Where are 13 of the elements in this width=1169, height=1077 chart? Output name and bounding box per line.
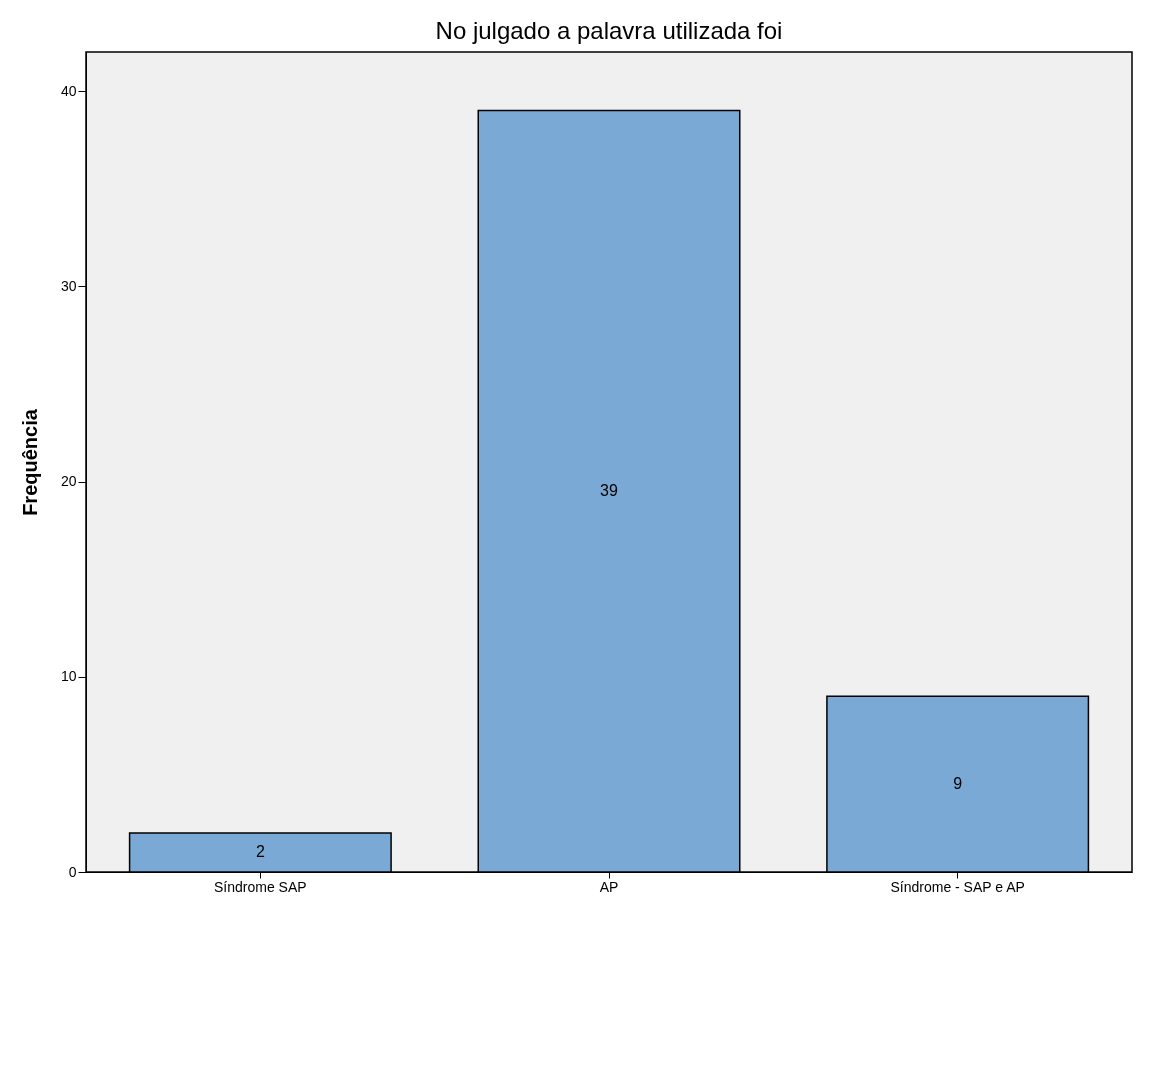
y-tick-label: 40 [60, 82, 77, 99]
y-tick-label: 30 [60, 277, 77, 294]
x-tick-label: AP [599, 878, 619, 895]
y-axis-title: Frequência [18, 408, 41, 516]
data-label: 9 [953, 775, 963, 793]
x-tick-label: Síndrome SAP [214, 878, 307, 895]
data-label: 39 [600, 482, 618, 500]
y-tick-label: 0 [68, 863, 77, 880]
y-tick-label: 10 [60, 668, 77, 685]
x-tick-label: Síndrome - SAP e AP [890, 878, 1025, 895]
data-label: 2 [255, 843, 265, 861]
chart-title: No julgado a palavra utilizada foi [435, 17, 783, 44]
y-tick-label: 20 [60, 473, 77, 490]
